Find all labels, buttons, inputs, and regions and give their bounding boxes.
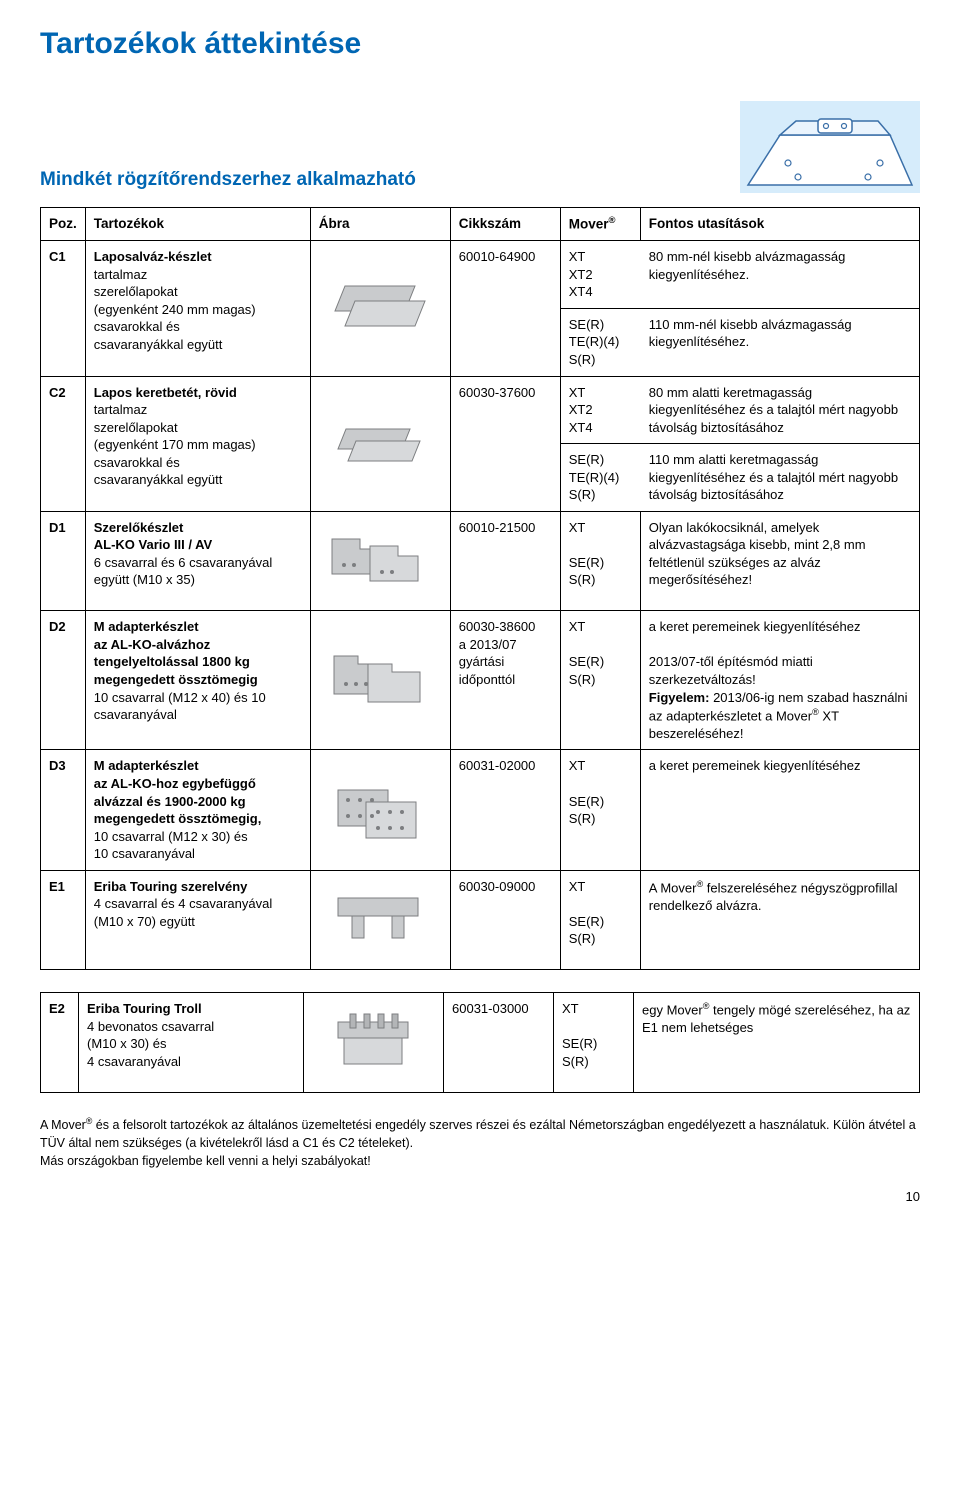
cell-note: 110 mm-nél kisebb alvázmagasság kiegyenl…	[641, 308, 919, 375]
col-abra: Ábra	[310, 207, 450, 241]
cell-image	[310, 870, 450, 970]
cell-mover: XTSE(R)S(R)	[560, 750, 640, 870]
subhead-row: Mindkét rögzítőrendszerhez alkalmazható	[40, 101, 920, 193]
table-row: C2Lapos keretbetét, rövidtartalmazszerel…	[41, 376, 920, 511]
cell-cikk: 60030-38600a 2013/07gyártásiidőponttól	[450, 611, 560, 750]
cell-note: A Mover® felszereléséhez négyszögprofill…	[640, 870, 919, 970]
cell-desc: Lapos keretbetét, rövidtartalmazszerelől…	[85, 376, 310, 511]
cell-mover: XTSE(R)S(R)	[560, 611, 640, 750]
cell-desc: Eriba Touring szerelvény4 csavarral és 4…	[85, 870, 310, 970]
cell-desc: SzerelőkészletAL-KO Vario III / AV6 csav…	[85, 511, 310, 611]
col-fontos: Fontos utasítások	[640, 207, 919, 241]
cell-note: a keret peremeinek kiegyenlítéséhez	[640, 750, 919, 870]
table-row: C1Laposalváz-készlettartalmazszerelőlapo…	[41, 241, 920, 376]
cell-cikk: 60030-37600	[450, 376, 560, 511]
table-row: D2M adapterkészletaz AL-KO-alvázhoztenge…	[41, 611, 920, 750]
cell-desc: M adapterkészletaz AL-KO-alvázhoztengely…	[85, 611, 310, 750]
cell-mover: XTXT2XT4	[561, 377, 641, 444]
cell-note: 80 mm alatti keretmagasság kiegyenlítésé…	[641, 377, 919, 444]
cell-image	[310, 511, 450, 611]
cell-image	[310, 241, 450, 376]
table-row: E1Eriba Touring szerelvény4 csavarral és…	[41, 870, 920, 970]
table-row: D1SzerelőkészletAL-KO Vario III / AV6 cs…	[41, 511, 920, 611]
cell-poz: E1	[41, 870, 86, 970]
cell-cikk: 60010-64900	[450, 241, 560, 376]
cell-mover: XTSE(R)S(R)	[560, 511, 640, 611]
cell-poz: D3	[41, 750, 86, 870]
cell-image	[310, 750, 450, 870]
page-number: 10	[40, 1188, 920, 1206]
col-poz: Poz.	[41, 207, 86, 241]
cell-poz: C1	[41, 241, 86, 376]
cell-poz: D2	[41, 611, 86, 750]
cell-note: a keret peremeinek kiegyenlítéséhez2013/…	[640, 611, 919, 750]
cell-cikk: 60031-02000	[450, 750, 560, 870]
cell-image	[310, 611, 450, 750]
cell-mover: XTXT2XT4	[561, 241, 641, 308]
cell-desc: M adapterkészletaz AL-KO-hoz egybefüggő …	[85, 750, 310, 870]
cell-note: 80 mm-nél kisebb alvázmagasság kiegyenlí…	[641, 241, 919, 308]
hero-illustration	[740, 101, 920, 193]
page-subtitle: Mindkét rögzítőrendszerhez alkalmazható	[40, 167, 416, 193]
cell-poz: E2	[41, 993, 79, 1093]
cell-note: egy Mover® tengely mögé szereléséhez, ha…	[634, 993, 920, 1093]
cell-poz: D1	[41, 511, 86, 611]
cell-mover: XTSE(R)S(R)	[554, 993, 634, 1093]
cell-mover: XTSE(R)S(R)	[560, 870, 640, 970]
table-row: E2Eriba Touring Troll4 bevonatos csavarr…	[41, 993, 920, 1093]
cell-mover: SE(R)TE(R)(4)S(R)	[561, 308, 641, 375]
cell-note: 110 mm alatti keretmagasság kiegyenlítés…	[641, 444, 919, 511]
footer-note: A Mover® és a felsorolt tartozékok az ál…	[40, 1115, 920, 1171]
cell-cikk: 60010-21500	[450, 511, 560, 611]
cell-desc: Eriba Touring Troll4 bevonatos csavarral…	[79, 993, 304, 1093]
cell-image	[304, 993, 444, 1093]
cell-note: Olyan lakókocsiknál, amelyek alvázvastag…	[640, 511, 919, 611]
cell-mover: SE(R)TE(R)(4)S(R)	[561, 444, 641, 511]
cell-desc: Laposalváz-készlettartalmazszerelőlapoka…	[85, 241, 310, 376]
cell-cikk: 60031-03000	[444, 993, 554, 1093]
col-mover: Mover®	[560, 207, 640, 241]
col-tart: Tartozékok	[85, 207, 310, 241]
col-cikk: Cikkszám	[450, 207, 560, 241]
cell-image	[310, 376, 450, 511]
page-title: Tartozékok áttekintése	[40, 24, 920, 65]
table-row: D3M adapterkészletaz AL-KO-hoz egybefügg…	[41, 750, 920, 870]
accessories-table-1: Poz. Tartozékok Ábra Cikkszám Mover® Fon…	[40, 207, 920, 971]
cell-cikk: 60030-09000	[450, 870, 560, 970]
cell-poz: C2	[41, 376, 86, 511]
accessories-table-2: E2Eriba Touring Troll4 bevonatos csavarr…	[40, 992, 920, 1093]
